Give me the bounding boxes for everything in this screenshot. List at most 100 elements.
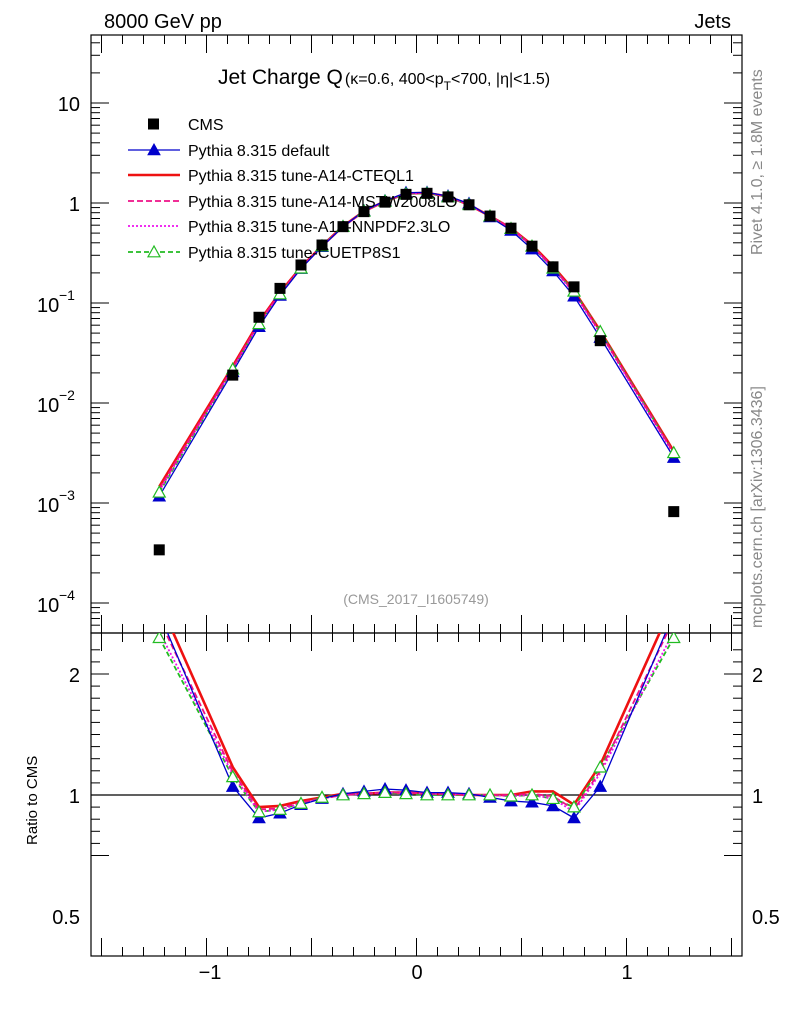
cuetp8s1-point — [251, 316, 267, 330]
plot-title: Jet Charge Q (κ=0.6, 400<pT<700, |η|<1.5) — [218, 66, 550, 93]
cms-data-point — [274, 282, 286, 294]
ratio-tick-label-0.5-right: 0.5 — [752, 907, 780, 929]
cuetp8s1-ratio-point — [152, 633, 167, 644]
cuetp8s1-ratio-point — [314, 790, 330, 803]
ratio-tick-label-2: 2 — [69, 665, 80, 687]
x-tick-label-0: 0 — [411, 962, 422, 984]
cuetp8s1-ratio-point — [419, 787, 435, 801]
legend-label: Pythia 8.315 tune-CUETP8S1 — [188, 245, 401, 262]
main-axis-ticks — [91, 35, 742, 633]
cuetp8s1-ratio-point — [545, 791, 561, 805]
legend-square-marker — [148, 118, 159, 130]
cms-data-point — [253, 311, 265, 323]
cms-data-point — [568, 281, 580, 293]
cuetp8s1-ratio-point — [566, 799, 582, 813]
ratio-plot-series — [91, 608, 742, 824]
x-tick-label-minus1: −1 — [199, 962, 222, 984]
cms-data-point — [316, 239, 328, 251]
cms-data-point — [337, 221, 349, 233]
cms-data-point — [400, 188, 412, 200]
default-ratio-point — [567, 810, 581, 824]
cuetp8s1-ratio-point — [593, 759, 608, 773]
legend-label: Pythia 8.315 default — [188, 143, 330, 160]
y-tick-label-1e-1: 10 −1 — [37, 287, 75, 317]
default-ratio-point — [593, 779, 608, 792]
legend-label: Pythia 8.315 tune-A14-MSTW2008LO — [188, 194, 457, 211]
cms-data-point — [547, 261, 559, 273]
y-tick-exponent: −1 — [59, 287, 75, 303]
cuetp8s1-ratio-point — [335, 787, 351, 801]
legend-symbol — [148, 118, 159, 130]
y-tick-label-1e-3: 10 −3 — [37, 487, 75, 517]
cuetp8s1-ratio-point — [251, 804, 267, 818]
ratio-line — [164, 633, 669, 811]
y-tick-exponent: −2 — [59, 387, 75, 403]
y-tick-exponent: −4 — [59, 587, 75, 603]
cuetp8s1-ratio-point — [482, 787, 498, 801]
cms-data-point — [227, 369, 239, 381]
cms-data-point — [594, 335, 606, 347]
default-ratio-point — [225, 779, 240, 792]
analysis-reference: (CMS_2017_I1605749) — [343, 591, 489, 607]
ratio-line — [158, 637, 675, 813]
legend-item-a14-nnpdf23lo: Pythia 8.315 tune-A14-NNPDF2.3LO — [128, 219, 450, 236]
cuetp8s1-ratio-point — [524, 787, 540, 801]
cms-data-point — [484, 210, 496, 222]
default-ratio-point — [252, 810, 266, 824]
cuetp8s1-ratio-point — [398, 786, 414, 800]
rivet-label: Rivet 4.1.0, ≥ 1.8M events — [749, 69, 766, 255]
cuetp8s1-ratio-point — [225, 769, 240, 783]
ratio-axis-label: Ratio to CMS — [24, 756, 41, 845]
mcplots-label: mcplots.cern.ch [arXiv:1306.3436] — [749, 386, 766, 628]
cuetp8s1-ratio-point — [272, 802, 288, 815]
ratio-axis-ticks — [91, 633, 742, 956]
cms-data-point — [358, 206, 370, 218]
cms-data-point — [668, 506, 680, 518]
cms-data-point — [463, 199, 475, 211]
legend-item-a14-cteql1: Pythia 8.315 tune-A14-CTEQL1 — [128, 168, 414, 185]
cms-data-point — [153, 544, 165, 556]
legend-label: CMS — [188, 117, 224, 134]
default-ratio-point — [153, 608, 165, 619]
default-ratio-point — [525, 795, 539, 808]
legend-item-cms: CMS — [148, 117, 224, 134]
legend-label: Pythia 8.315 tune-A14-CTEQL1 — [188, 168, 414, 185]
cms-data-point — [526, 240, 538, 252]
cuetp8s1-point — [152, 485, 167, 498]
legend-triangle-marker — [146, 244, 162, 258]
legend-label: Pythia 8.315 tune-A14-NNPDF2.3LO — [188, 219, 450, 236]
legend-item-pythia-default: Pythia 8.315 default — [128, 142, 330, 160]
legend-symbol — [128, 142, 180, 156]
cms-data-point — [379, 196, 391, 208]
energy-label: 8000 GeV pp — [104, 11, 222, 33]
cuetp8s1-ratio-point — [666, 633, 681, 644]
legend-item-a14-mstw2008lo: Pythia 8.315 tune-A14-MSTW2008LO — [128, 194, 457, 211]
y-tick-label-10: 10 — [58, 94, 80, 116]
cuetp8s1-ratio-point — [293, 796, 309, 809]
ratio-tick-label-0.5: 0.5 — [52, 907, 80, 929]
jets-label: Jets — [694, 11, 731, 33]
plot-title-main: Jet Charge Q — [218, 66, 343, 89]
plot-title-subscript: T — [444, 79, 452, 93]
default-ratio-point — [546, 798, 560, 812]
ratio-line — [159, 633, 675, 814]
legend-symbol — [128, 244, 180, 258]
cuetp8s1-ratio-point — [440, 787, 456, 801]
default-ratio-point — [668, 608, 680, 619]
y-tick-exponent: −3 — [59, 487, 75, 503]
y-tick-label-1e-2: 10 −2 — [37, 387, 75, 417]
cuetp8s1-ratio-point — [377, 785, 393, 798]
ratio-tick-label-2-right: 2 — [752, 665, 763, 687]
y-tick-base: 10 — [37, 595, 59, 617]
y-tick-base: 10 — [37, 295, 59, 317]
cuetp8s1-point — [666, 445, 681, 459]
plot-title-rest: <700, |η|<1.5) — [451, 71, 550, 88]
y-tick-base: 10 — [37, 395, 59, 417]
ratio-tick-label-1-right: 1 — [752, 786, 763, 808]
cuetp8s1-ratio-point — [356, 786, 372, 800]
cms-data-point — [505, 222, 517, 234]
legend-triangle-marker — [147, 142, 161, 156]
cms-data-point — [442, 191, 454, 203]
plot-title-kappa: (κ=0.6, 400<p — [345, 71, 444, 88]
